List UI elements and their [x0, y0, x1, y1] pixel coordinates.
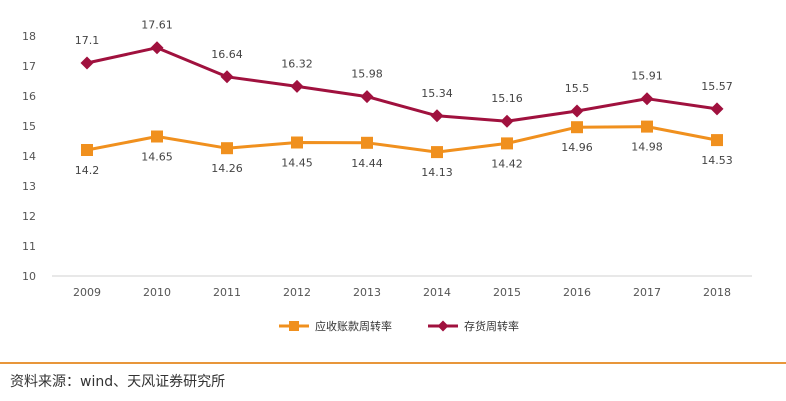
- legend-marker: [289, 321, 299, 331]
- data-point: [81, 144, 93, 156]
- data-point: [570, 104, 584, 118]
- y-tick-label: 17: [22, 60, 36, 73]
- x-tick-label: 2016: [563, 286, 591, 299]
- data-point: [221, 142, 233, 155]
- data-point: [641, 120, 653, 133]
- data-label: 15.91: [631, 70, 663, 83]
- data-label: 14.96: [561, 141, 593, 154]
- data-point: [500, 114, 514, 128]
- data-point: [291, 136, 303, 149]
- y-tick-label: 11: [22, 240, 36, 253]
- data-label: 16.64: [211, 48, 243, 61]
- x-tick-label: 2011: [213, 286, 241, 299]
- data-point: [290, 79, 304, 93]
- data-label: 15.34: [421, 87, 453, 100]
- data-label: 14.45: [281, 157, 313, 170]
- x-tick-label: 2018: [703, 286, 731, 299]
- data-label: 14.44: [351, 157, 383, 170]
- data-label: 14.2: [75, 164, 100, 177]
- data-label: 16.32: [281, 57, 313, 70]
- series-line: [86, 125, 718, 154]
- data-point: [711, 134, 723, 147]
- legend-item: 存货周转率: [428, 319, 519, 333]
- series-1: 14.2 14.65 14.26 14.45 14.44 14.13 14.42 14.96 1…: [75, 120, 733, 179]
- legend-marker: [437, 320, 449, 332]
- series-2: 17.1 17.61 16.64 16.32 15.98 15.34 15.16 15.5 15…: [75, 19, 733, 128]
- y-tick-label: 10: [22, 270, 36, 283]
- data-label: 15.98: [351, 68, 383, 81]
- data-point: [360, 90, 374, 104]
- footer-divider: [0, 362, 786, 364]
- y-tick-label: 16: [22, 90, 36, 103]
- x-tick-label: 2012: [283, 286, 311, 299]
- data-label: 15.16: [491, 92, 523, 105]
- data-point: [150, 41, 164, 55]
- data-point: [640, 92, 654, 106]
- data-point: [220, 70, 234, 84]
- data-point: [361, 136, 373, 149]
- data-label: 14.65: [141, 151, 173, 164]
- y-tick-label: 15: [22, 120, 36, 133]
- data-label: 14.42: [491, 157, 523, 170]
- x-tick-label: 2017: [633, 286, 661, 299]
- data-point: [501, 137, 513, 150]
- x-axis: 2009 2010 2011 2012 2013 2014 2015 2016 2017 2018: [73, 286, 731, 299]
- data-point: [430, 109, 444, 123]
- x-tick-label: 2014: [423, 286, 451, 299]
- legend: 应收账款周转率 存货周转率: [279, 319, 519, 333]
- data-point: [80, 56, 94, 70]
- data-label: 17.61: [141, 19, 173, 32]
- data-label: 14.26: [211, 162, 243, 175]
- y-axis: 10 11 12 13 14 15 16 17 18: [22, 30, 36, 283]
- y-tick-label: 13: [22, 180, 36, 193]
- x-tick-label: 2013: [353, 286, 381, 299]
- data-label: 14.53: [701, 154, 733, 167]
- y-tick-label: 18: [22, 30, 36, 43]
- data-label: 17.1: [75, 34, 100, 47]
- data-label: 14.98: [631, 141, 663, 154]
- data-point: [431, 146, 443, 159]
- series-layer: 14.2 14.65 14.26 14.45 14.44 14.13 14.42 14.96 1…: [75, 19, 733, 179]
- x-tick-label: 2015: [493, 286, 521, 299]
- source-note: 资料来源：wind、天风证券研究所: [10, 374, 226, 390]
- series-line: [86, 46, 718, 123]
- data-point: [710, 102, 724, 116]
- legend-label: 存货周转率: [464, 319, 519, 333]
- data-label: 15.57: [701, 80, 733, 93]
- x-tick-label: 2010: [143, 286, 171, 299]
- data-point: [151, 130, 163, 143]
- legend-item: 应收账款周转率: [279, 319, 392, 333]
- legend-label: 应收账款周转率: [315, 319, 392, 333]
- data-label: 15.5: [565, 82, 590, 95]
- data-point: [571, 121, 583, 134]
- data-label: 14.13: [421, 166, 453, 179]
- y-tick-label: 12: [22, 210, 36, 223]
- x-tick-label: 2009: [73, 286, 101, 299]
- y-tick-label: 14: [22, 150, 36, 163]
